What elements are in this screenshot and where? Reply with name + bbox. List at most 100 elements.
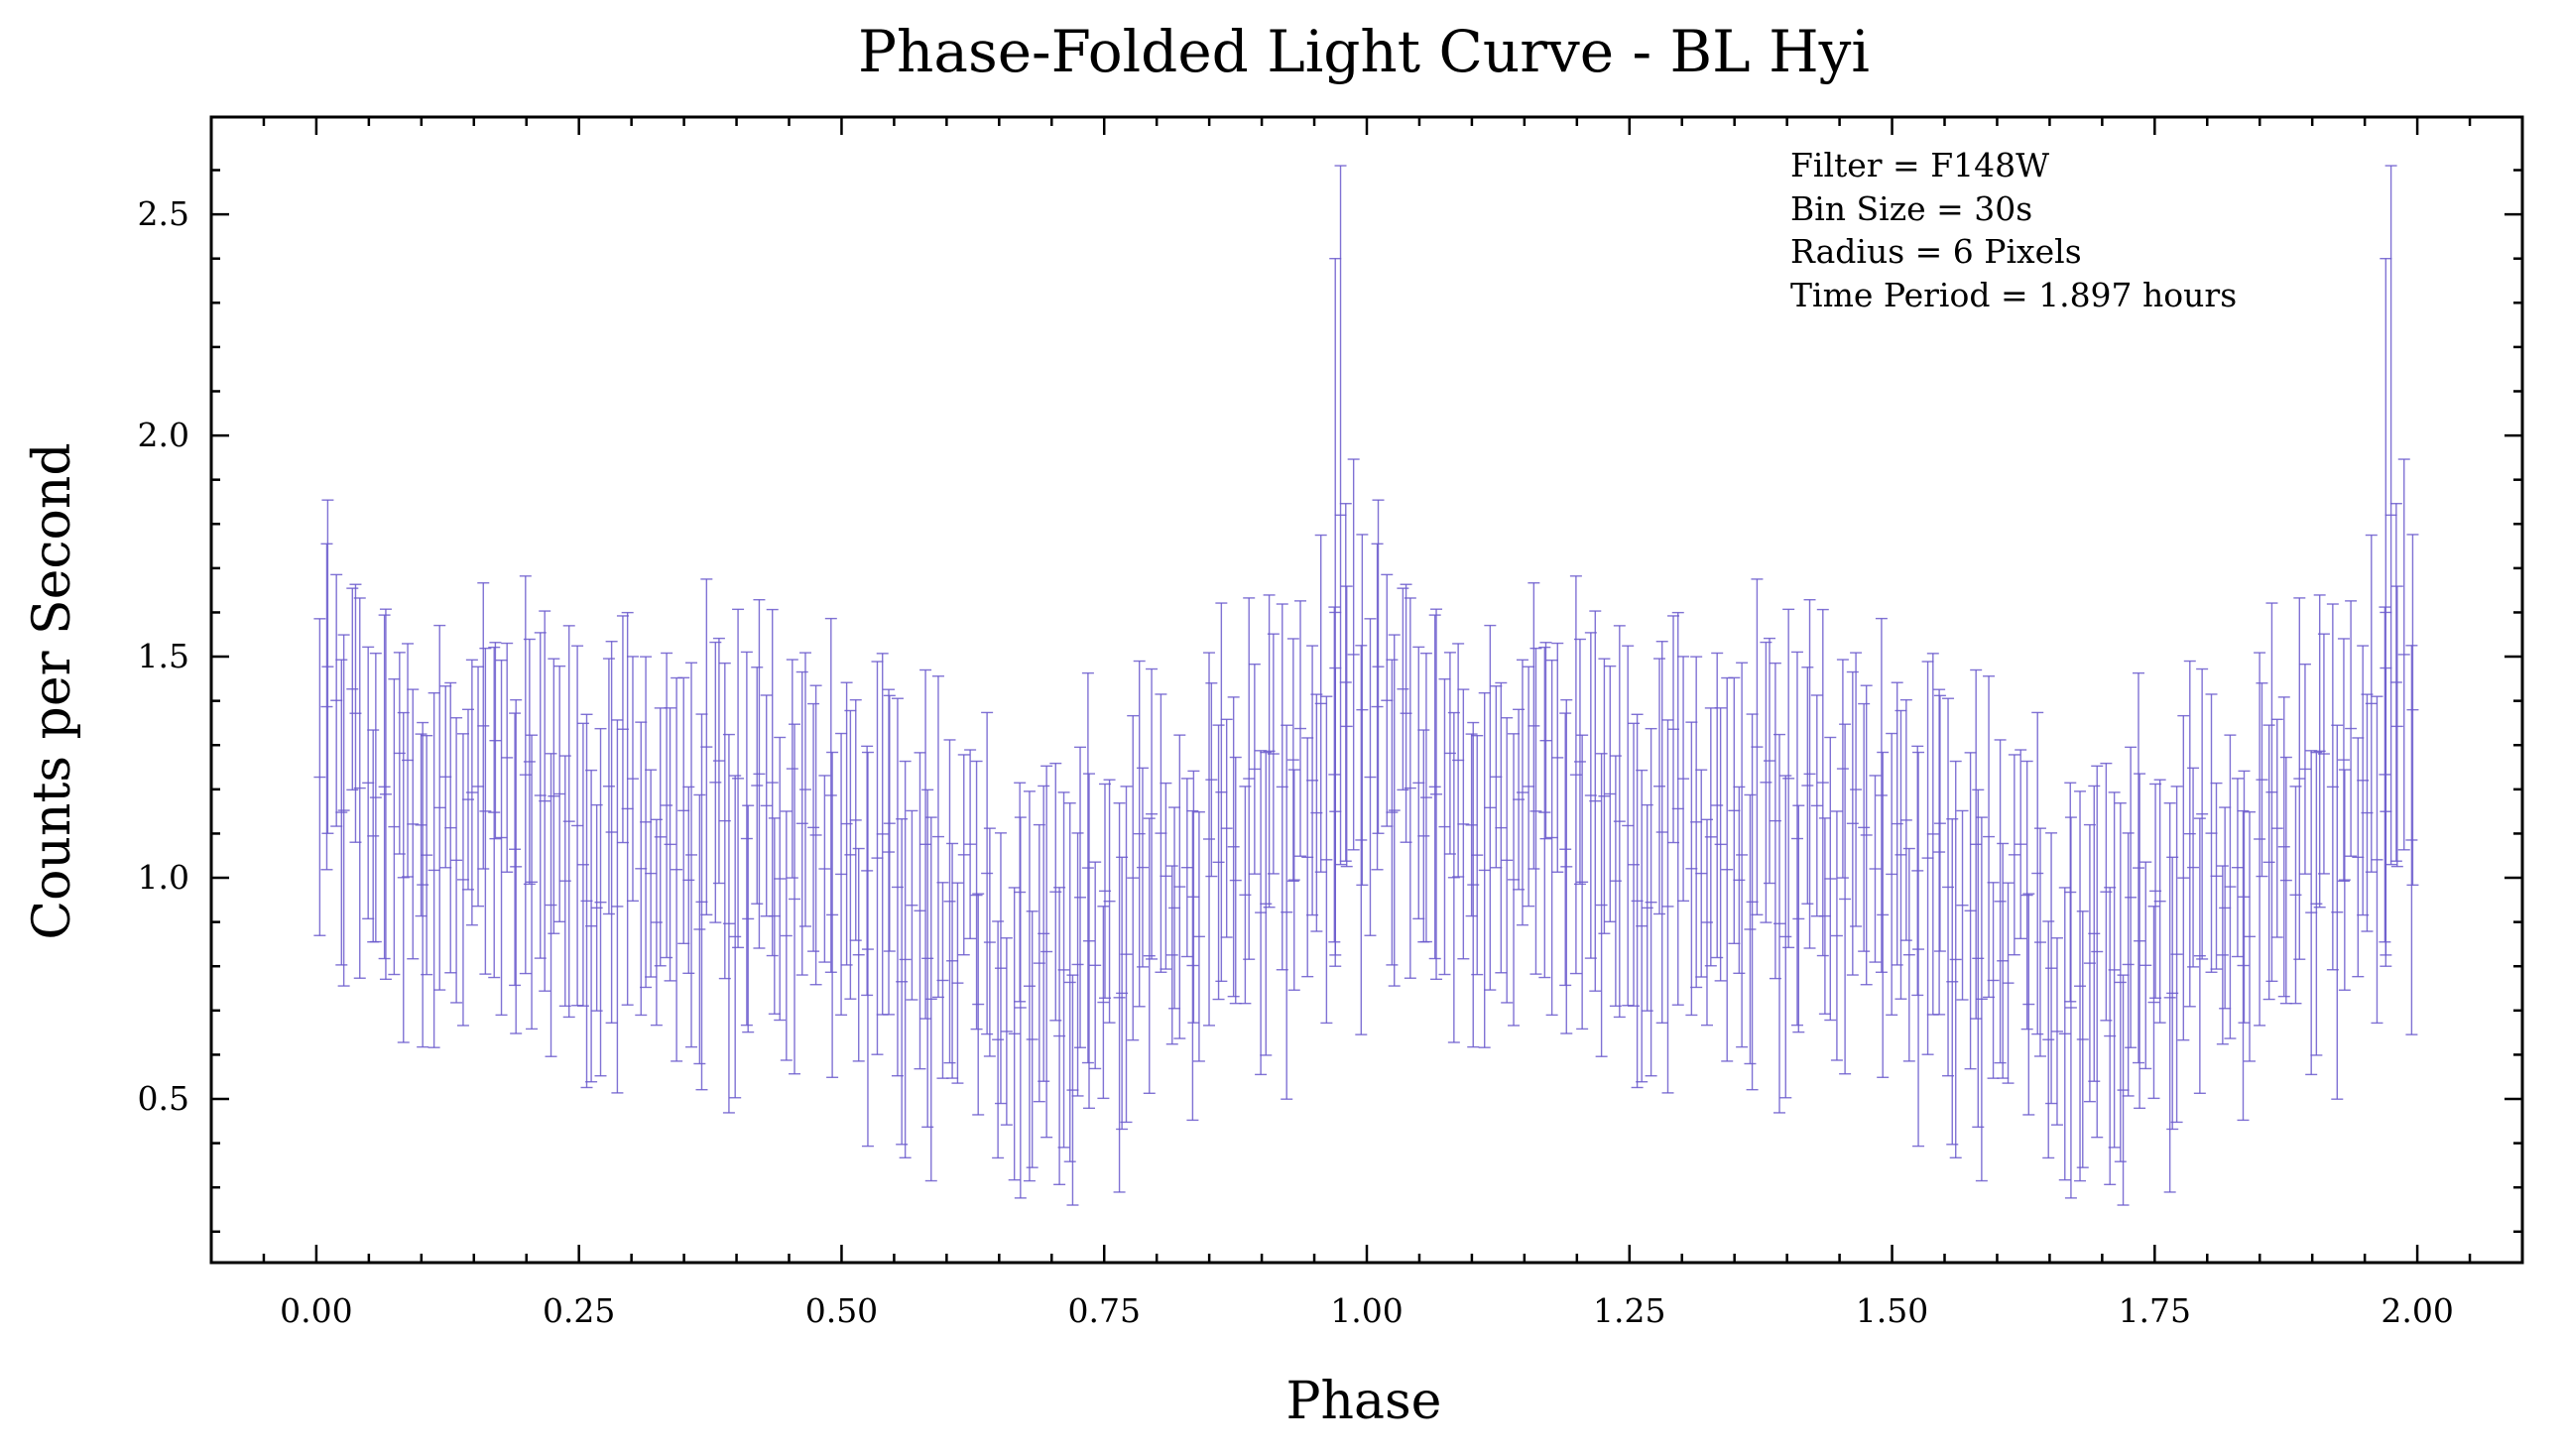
error-bar [1736, 662, 1749, 1048]
error-bar [844, 709, 857, 1000]
error-bar [1000, 937, 1013, 1126]
error-bar [2033, 827, 2046, 1057]
y-tick-label: 1.5 [138, 637, 189, 675]
error-bar [1430, 608, 1443, 981]
error-bar [2170, 786, 2183, 1124]
error-bar [1339, 503, 1352, 862]
error-bar [1912, 751, 1925, 1148]
error-bar [645, 769, 658, 978]
error-bar [789, 723, 801, 1075]
error-bar [367, 729, 380, 943]
error-bar [1803, 598, 1816, 949]
error-bar [2074, 790, 2087, 1182]
error-bar [479, 647, 492, 975]
error-bar [346, 587, 359, 791]
error-bar [1057, 791, 1070, 1149]
error-bar [320, 543, 333, 871]
error-bar [760, 694, 773, 917]
error-bar [1438, 677, 1451, 976]
error-bar [1964, 752, 1977, 1070]
error-bar [1653, 658, 1666, 915]
error-bar [774, 736, 787, 1022]
error-bar [337, 634, 350, 987]
error-bar [1704, 707, 1717, 967]
error-bar [539, 610, 551, 992]
error-bar [1604, 665, 1617, 923]
error-bar [571, 645, 584, 1007]
error-bar [362, 646, 375, 920]
error-bar [2177, 714, 2190, 1041]
error-bar [2338, 769, 2351, 991]
error-bar [1026, 910, 1039, 1168]
error-bar [1248, 663, 1261, 875]
error-bar [2384, 165, 2397, 866]
error-bar [1746, 713, 1759, 1091]
error-bar [1733, 786, 1746, 975]
error-bar [1143, 817, 1156, 1094]
error-bar [1478, 691, 1491, 1048]
error-bar [1886, 732, 1898, 1017]
error-bar [1347, 458, 1360, 851]
error-bar [992, 920, 1005, 1159]
error-bar [1830, 810, 1843, 1061]
error-bar [1559, 712, 1572, 987]
error-bar [2196, 667, 2209, 960]
error-bar [495, 659, 508, 1017]
error-bar [1622, 645, 1635, 1007]
error-bar [807, 702, 820, 952]
error-bar [712, 637, 725, 885]
error-bar [899, 760, 912, 1159]
error-bar [388, 677, 401, 976]
error-bar [626, 656, 639, 903]
error-bar [700, 578, 713, 916]
error-bar [1074, 746, 1087, 1048]
error-bar [2183, 660, 2196, 1008]
data-points [313, 165, 2419, 1206]
error-bar [1763, 637, 1775, 885]
error-bar [1388, 634, 1401, 987]
error-bar [661, 652, 673, 959]
error-bar [2058, 887, 2071, 1181]
error-bar [2002, 882, 2015, 1084]
x-tick-label: 0.75 [1067, 1291, 1140, 1330]
error-bar [1921, 661, 1934, 1055]
error-bar [2313, 594, 2326, 909]
error-bar [1243, 597, 1256, 960]
error-bar [740, 651, 753, 1027]
error-bar [1894, 709, 1907, 1000]
error-bar [2238, 770, 2251, 1024]
error-bar [2231, 778, 2244, 958]
error-bar [876, 653, 889, 1016]
error-bar [1120, 786, 1133, 1124]
error-bar [1801, 667, 1814, 905]
error-bar [2031, 711, 2044, 1035]
error-bar [1097, 906, 1110, 1100]
error-bar [562, 625, 575, 1019]
y-tick-label: 0.5 [138, 1079, 189, 1118]
error-bar [2193, 817, 2206, 1094]
error-bar [2305, 750, 2318, 1076]
error-bar [378, 614, 391, 960]
error-bar [1239, 786, 1252, 1005]
error-bar [1490, 685, 1503, 869]
error-bar [594, 727, 607, 1077]
error-bar [753, 598, 766, 949]
error-bar [635, 721, 648, 1017]
error-bar [1779, 775, 1792, 1099]
y-tick-label: 2.0 [138, 416, 189, 454]
error-bar [439, 685, 452, 869]
error-bar [1744, 793, 1757, 1065]
error-bar [1671, 611, 1684, 1006]
x-tick-label: 1.50 [1856, 1291, 1928, 1330]
error-bar [2237, 809, 2250, 1122]
error-bar [1997, 842, 2010, 1079]
error-bar [1180, 778, 1193, 958]
error-bar [1773, 733, 1786, 1114]
error-bar [379, 608, 392, 981]
error-bar [1877, 751, 1890, 1078]
error-bar [1155, 693, 1167, 973]
error-bar [2132, 671, 2144, 1064]
error-bar [509, 712, 522, 987]
error-bar [1452, 643, 1465, 878]
